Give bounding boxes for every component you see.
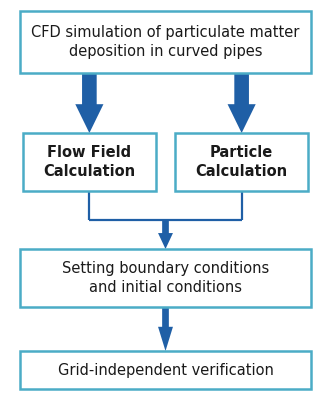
FancyArrow shape <box>158 307 173 351</box>
FancyBboxPatch shape <box>23 133 156 191</box>
Text: Flow Field
Calculation: Flow Field Calculation <box>43 144 135 179</box>
Text: Grid-independent verification: Grid-independent verification <box>58 362 273 378</box>
FancyBboxPatch shape <box>20 249 311 307</box>
FancyArrow shape <box>75 73 103 133</box>
Text: CFD simulation of particulate matter
deposition in curved pipes: CFD simulation of particulate matter dep… <box>31 25 300 59</box>
FancyArrow shape <box>228 73 256 133</box>
FancyArrow shape <box>158 220 173 249</box>
FancyBboxPatch shape <box>20 11 311 73</box>
Text: Particle
Calculation: Particle Calculation <box>196 144 288 179</box>
FancyBboxPatch shape <box>175 133 308 191</box>
Text: Setting boundary conditions
and initial conditions: Setting boundary conditions and initial … <box>62 261 269 295</box>
FancyBboxPatch shape <box>20 351 311 389</box>
